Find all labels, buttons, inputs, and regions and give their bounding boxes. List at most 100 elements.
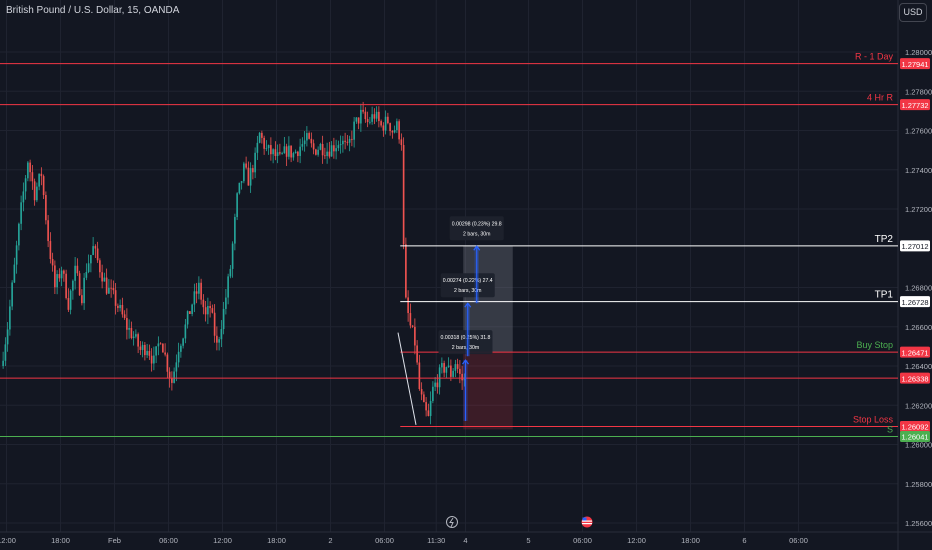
candle-body xyxy=(337,145,340,149)
candle-body xyxy=(249,168,252,186)
candle-body xyxy=(218,339,220,343)
candle-body xyxy=(240,181,243,183)
candle-body xyxy=(78,273,81,296)
candle-body xyxy=(434,382,436,387)
candle-body xyxy=(276,152,279,156)
candle-body xyxy=(146,351,148,356)
candle-body xyxy=(283,146,286,154)
candle-body xyxy=(274,149,277,156)
candle-body xyxy=(454,364,457,371)
candle-body xyxy=(148,351,151,356)
candle-body xyxy=(299,146,301,156)
candle-body xyxy=(209,305,211,309)
price-tag-text: 1.27732 xyxy=(901,101,928,110)
level-label: TP2 xyxy=(875,234,894,245)
candle-body xyxy=(281,153,283,155)
candle-body xyxy=(186,311,189,325)
candle-body xyxy=(414,326,416,346)
candle-body xyxy=(258,132,261,143)
candle-body xyxy=(288,145,290,157)
event-flag-canton xyxy=(582,517,587,521)
candle-body xyxy=(384,116,387,131)
candle-body xyxy=(364,111,367,120)
candle-body xyxy=(393,130,396,133)
candle-body xyxy=(285,146,288,157)
candle-body xyxy=(265,148,268,149)
candle-body xyxy=(344,140,346,142)
price-tag xyxy=(900,99,930,111)
candle-body xyxy=(429,401,432,416)
time-tick-label: 06:00 xyxy=(375,536,394,545)
candle-body xyxy=(357,117,360,124)
candle-body xyxy=(351,138,353,140)
candle-body xyxy=(191,304,193,314)
candle-body xyxy=(438,367,441,388)
candle-body xyxy=(99,260,101,273)
measure-label-box xyxy=(440,273,495,298)
event-bolt xyxy=(449,517,454,528)
candle-body xyxy=(252,168,254,173)
candle-body xyxy=(389,123,391,132)
price-tag xyxy=(900,430,930,442)
candle-body xyxy=(306,133,308,141)
candle-body xyxy=(292,153,295,158)
level-label: TP1 xyxy=(875,290,894,301)
time-tick-label: 6 xyxy=(742,536,746,545)
time-tick-label: 18:00 xyxy=(681,536,700,545)
candles xyxy=(2,101,466,425)
candle-body xyxy=(184,324,187,339)
level-label: Buy Stop xyxy=(856,340,893,350)
candle-body xyxy=(27,162,29,179)
price-tag xyxy=(900,58,930,70)
candle-body xyxy=(272,149,274,155)
candle-body xyxy=(123,314,126,318)
candle-body xyxy=(60,270,63,279)
measure-arrow-head xyxy=(464,302,472,308)
candle-body xyxy=(398,121,400,140)
price-tag-text: 1.26041 xyxy=(901,433,928,442)
candle-body xyxy=(373,114,376,119)
price-tag xyxy=(900,372,930,384)
candle-body xyxy=(207,305,209,315)
candle-body xyxy=(315,149,317,155)
time-tick-label: 18:00 xyxy=(51,536,70,545)
candle-body xyxy=(15,245,18,265)
candle-body xyxy=(198,282,200,294)
candle-body xyxy=(362,109,364,112)
candle-body xyxy=(267,145,270,149)
candle-body xyxy=(405,244,407,298)
candle-body xyxy=(87,263,90,272)
price-tag xyxy=(900,296,930,308)
candle-body xyxy=(45,195,47,221)
candle-body xyxy=(261,132,263,138)
candle-body xyxy=(380,121,382,126)
candle-body xyxy=(234,217,236,244)
candle-body xyxy=(155,346,157,356)
candle-body xyxy=(51,258,54,266)
candle-body xyxy=(173,371,175,383)
candle-body xyxy=(135,334,137,337)
candle-body xyxy=(216,335,218,343)
candle-body xyxy=(6,329,9,345)
time-tick-label: 12:00 xyxy=(627,536,646,545)
candle-body xyxy=(447,365,450,368)
candle-body xyxy=(409,313,412,326)
position-stop-zone xyxy=(463,352,513,430)
event-flag-stripe xyxy=(582,520,592,522)
candle-body xyxy=(157,343,160,347)
currency-button[interactable]: USD xyxy=(899,3,927,22)
candle-body xyxy=(85,271,88,278)
candle-body xyxy=(105,277,108,294)
price-tick-label: 1.27600 xyxy=(905,127,932,136)
candle-body xyxy=(348,138,351,143)
candle-body xyxy=(416,345,418,363)
time-tick-label: 18:00 xyxy=(267,536,286,545)
candle-body xyxy=(121,304,124,315)
candle-body xyxy=(330,145,333,157)
candle-body xyxy=(11,282,13,307)
candle-body xyxy=(81,295,83,304)
candle-body xyxy=(423,394,425,403)
candle-body xyxy=(2,360,4,366)
price-tick-label: 1.25800 xyxy=(905,480,932,489)
